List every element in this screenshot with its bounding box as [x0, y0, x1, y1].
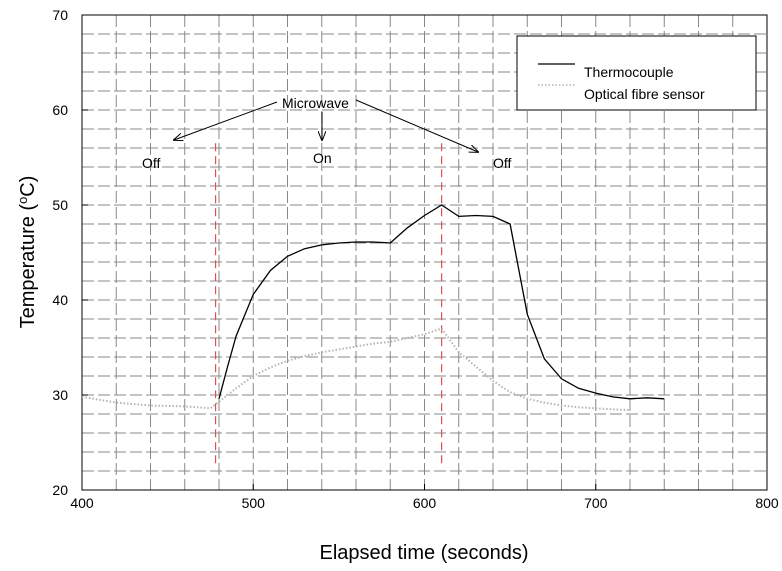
annotation-microwave: Microwave	[282, 95, 349, 111]
microwave-markers	[214, 143, 443, 467]
y-tick-label: 30	[52, 387, 68, 403]
x-tick-label: 500	[242, 495, 266, 511]
annotations: Microwave Off On Off	[142, 95, 512, 171]
arrow-microwave-right	[355, 99, 478, 152]
x-tick-label: 700	[584, 495, 608, 511]
legend-label-thermocouple: Thermocouple	[584, 64, 674, 80]
y-tick-label: 20	[52, 482, 68, 498]
legend-box	[516, 35, 757, 111]
annotation-off-left: Off	[142, 155, 161, 171]
x-axis-title: Elapsed time (seconds)	[320, 542, 529, 564]
x-axis-ticks: 400 500 600 700 800	[70, 484, 779, 511]
series-line-optical-fibre-sensor	[81, 327, 631, 412]
series-line-thermocouple	[218, 204, 665, 400]
y-tick-label: 70	[52, 7, 68, 23]
arrow-microwave-left	[174, 101, 278, 140]
x-tick-label: 400	[70, 495, 94, 511]
y-axis-title: Temperature (oC)	[15, 176, 39, 329]
annotation-on: On	[313, 150, 332, 166]
legend-label-optical-fibre-sensor: Optical fibre sensor	[584, 86, 705, 102]
y-tick-label: 50	[52, 197, 68, 213]
series-lines	[81, 204, 665, 412]
x-tick-label: 600	[413, 495, 437, 511]
x-tick-label: 800	[755, 495, 779, 511]
y-axis-ticks: 20 30 40 50 60 70	[52, 7, 88, 498]
annotation-off-right: Off	[493, 155, 512, 171]
y-tick-label: 40	[52, 292, 68, 308]
legend: Thermocouple Optical fibre sensor	[516, 35, 757, 111]
y-tick-label: 60	[52, 102, 68, 118]
